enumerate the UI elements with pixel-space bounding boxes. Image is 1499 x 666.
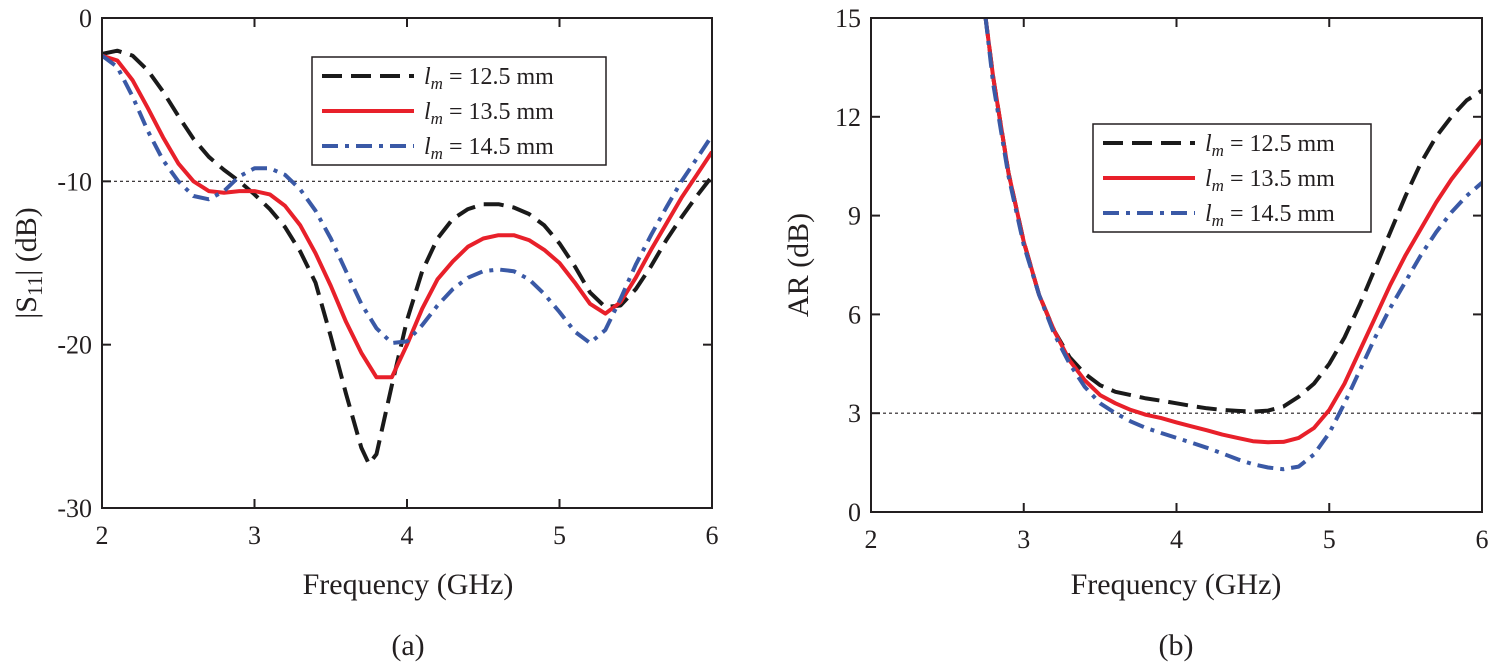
series-line-3 <box>102 53 712 345</box>
panel-caption: (b) <box>1159 629 1194 662</box>
legend-label-var: l <box>424 64 431 90</box>
legend-label-2: lm = 13.5 mm <box>424 99 554 128</box>
x-axis-label: Frequency (GHz) <box>303 568 514 601</box>
series-group <box>983 18 1482 472</box>
y-tick-label: 12 <box>835 103 861 132</box>
y-axis-label-sub: 11 <box>23 276 47 296</box>
x-tick-label: 4 <box>401 521 414 550</box>
legend-label-2: lm = 13.5 mm <box>1205 166 1335 195</box>
y-tick-label: -20 <box>57 331 92 360</box>
chart-panel-a: 2 3 4 5 6 0 -10 -20 -30 Frequency (GHz) |S11| (dB)… <box>10 4 719 662</box>
legend-label-3: lm = 14.5 mm <box>424 134 554 163</box>
y-axis-label: AR (dB) <box>782 213 815 317</box>
y-tick-label: 3 <box>848 399 861 428</box>
panel-caption: (a) <box>391 629 424 662</box>
y-tick-label: 6 <box>848 300 861 329</box>
legend-label-var: l <box>1205 166 1212 192</box>
legend-label-rest: = 14.5 mm <box>443 134 554 160</box>
legend-label-sub: m <box>1212 211 1224 230</box>
legend-label-rest: = 12.5 mm <box>1224 131 1335 157</box>
series-line-2 <box>102 53 712 380</box>
plot-frame <box>870 17 1483 513</box>
x-tick-label: 2 <box>96 521 109 550</box>
legend-label-var: l <box>424 99 431 125</box>
y-tick-label: 9 <box>848 202 861 231</box>
x-tick-label: 6 <box>706 521 719 550</box>
x-axis-label: Frequency (GHz) <box>1071 568 1282 601</box>
series-line-2 <box>983 18 1482 445</box>
legend-label-var: l <box>1205 201 1212 227</box>
legend-label-sub: m <box>1212 176 1224 195</box>
legend-label-sub: m <box>431 74 443 93</box>
series-line-3 <box>983 18 1482 472</box>
legend-label-var: l <box>424 134 431 160</box>
y-tick-label: -10 <box>57 167 92 196</box>
legend-label-var: l <box>1205 131 1212 157</box>
legend-label-sub: m <box>431 144 443 163</box>
x-tick-label: 2 <box>865 525 878 554</box>
series-group <box>102 48 712 466</box>
x-tick-label: 5 <box>553 521 566 550</box>
y-tick-label: -30 <box>57 494 92 523</box>
legend-label-1: lm = 12.5 mm <box>424 64 554 93</box>
series-line-1 <box>102 48 712 466</box>
y-axis-label-main: |S <box>10 296 43 319</box>
y-tick-label: 15 <box>835 4 861 33</box>
legend-label-rest: = 13.5 mm <box>443 99 554 125</box>
legend-label-rest: = 13.5 mm <box>1224 166 1335 192</box>
x-tick-label: 3 <box>248 521 261 550</box>
legend-label-3: lm = 14.5 mm <box>1205 201 1335 230</box>
y-tick-label: 0 <box>79 4 92 33</box>
legend-label-1: lm = 12.5 mm <box>1205 131 1335 160</box>
y-tick-label: 0 <box>848 498 861 527</box>
legend-label-rest: = 12.5 mm <box>443 64 554 90</box>
x-tick-label: 5 <box>1323 525 1336 554</box>
legend-label-sub: m <box>1212 141 1224 160</box>
legend-label-rest: = 14.5 mm <box>1224 201 1335 227</box>
legend-label-sub: m <box>431 109 443 128</box>
y-axis-label: |S11| (dB) <box>10 207 47 318</box>
x-tick-label: 6 <box>1476 525 1489 554</box>
x-tick-label: 3 <box>1017 525 1030 554</box>
x-tick-label: 4 <box>1170 525 1183 554</box>
y-axis-label-end: | (dB) <box>10 207 43 276</box>
